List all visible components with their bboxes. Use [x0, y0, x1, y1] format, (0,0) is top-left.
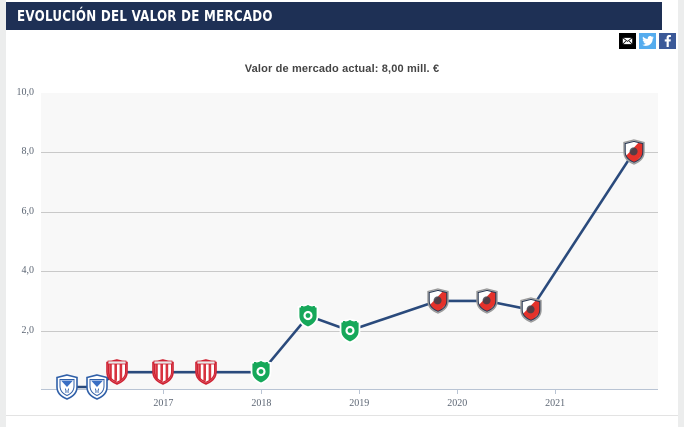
x-axis-tick-label: 2020 — [447, 398, 468, 409]
x-axis-tick — [163, 390, 165, 394]
y-axis-tick-label: 6,0 — [21, 205, 35, 217]
facebook-f-icon — [663, 35, 672, 47]
x-axis-tick-label: 2017 — [153, 398, 174, 409]
x-axis-line — [41, 389, 658, 390]
x-axis-tick-label: 2018 — [251, 398, 272, 409]
y-axis-tick-label: 10,0 — [16, 87, 35, 98]
y-axis-tick-label: 2,0 — [21, 324, 35, 336]
data-point-shield-sevilla[interactable] — [193, 358, 219, 386]
x-axis-tick — [457, 390, 459, 394]
data-point-shield-river[interactable] — [621, 138, 647, 166]
bottom-divider — [6, 415, 678, 416]
chart-subtitle: Valor de mercado actual: 8,00 mill. € — [244, 63, 440, 75]
y-axis-tick-label: 4,0 — [21, 265, 35, 277]
series-line — [66, 151, 635, 389]
x-axis-tick — [359, 390, 361, 394]
data-point-shield-river[interactable] — [518, 296, 544, 324]
svg-text:M: M — [65, 389, 70, 395]
share-twitter-button[interactable] — [639, 33, 656, 49]
gridline — [41, 271, 658, 273]
data-point-shield-millonarios[interactable]: M — [54, 373, 80, 401]
data-point-shield-sevilla[interactable] — [104, 358, 130, 386]
data-point-shield-millonarios[interactable]: M — [84, 373, 110, 401]
share-facebook-button[interactable] — [659, 33, 676, 49]
twitter-bird-icon — [641, 36, 654, 46]
share-buttons — [619, 33, 676, 49]
gridline — [41, 152, 658, 154]
x-axis-tick — [261, 390, 263, 394]
x-axis-tick-label: 2019 — [349, 398, 370, 409]
data-point-shield-green[interactable] — [337, 317, 363, 345]
x-axis-tick — [555, 390, 557, 394]
data-point-shield-river[interactable] — [474, 287, 500, 315]
widget-header: Evolución del valor de mercado — [6, 2, 662, 30]
gridline — [41, 211, 658, 213]
x-axis-tick-label: 2021 — [545, 398, 566, 409]
page-title: Evolución del valor de mercado — [17, 7, 273, 25]
y-axis-tick-label: 8,0 — [21, 146, 35, 158]
data-point-shield-green[interactable] — [248, 358, 274, 386]
data-point-shield-green[interactable] — [295, 302, 321, 330]
share-email-button[interactable] — [619, 33, 636, 49]
data-point-shield-river[interactable] — [425, 287, 451, 315]
envelope-icon — [622, 37, 633, 45]
svg-text:M: M — [94, 389, 99, 395]
data-point-shield-sevilla[interactable] — [150, 358, 176, 386]
market-value-chart: 10,0 8,0 6,0 4,0 2,0 M M 2017 2018 2019 2020 2021 — [0, 85, 684, 415]
